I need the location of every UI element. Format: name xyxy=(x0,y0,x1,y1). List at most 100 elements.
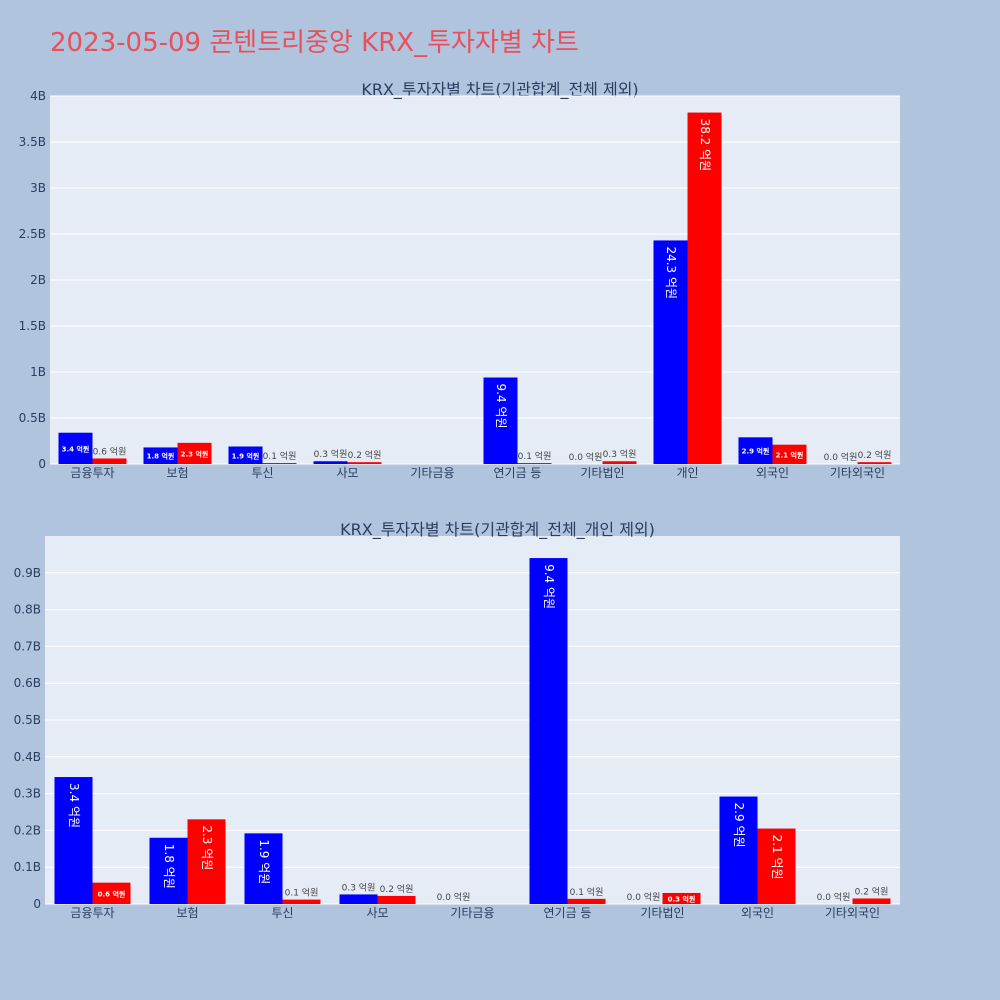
chart-1: KRX_투자자별 차트(기관합계_전체 제외) 0 0.5B 1B 1.5B 2B 2.5B… xyxy=(19,80,900,480)
y-tick-label: 0.9B xyxy=(14,566,41,580)
y-tick-label: 3.5B xyxy=(19,135,46,149)
data-label: 0.0 억원 xyxy=(817,891,851,903)
data-label: 2.1 억원 xyxy=(770,835,784,880)
y-tick-label: 0 xyxy=(33,897,41,911)
x-tick-label: 개인 xyxy=(676,466,698,480)
chart-title: KRX_투자자별 차트(기관합계_전체 제외) xyxy=(361,80,638,100)
data-label: 0.1 억원 xyxy=(518,450,552,462)
data-label: 0.3 억원 xyxy=(342,881,376,893)
x-tick-label: 기타금융 xyxy=(450,906,494,920)
x-tick-label: 기타외국인 xyxy=(825,906,880,920)
x-tick-label: 외국인 xyxy=(756,466,789,480)
bar xyxy=(529,558,568,904)
bar xyxy=(143,447,178,464)
x-tick-label: 투신 xyxy=(271,906,293,920)
chart-title: KRX_투자자별 차트(기관합계_전체_개인 제외) xyxy=(340,520,655,540)
y-tick-label: 1.5B xyxy=(19,319,46,333)
data-label: 0.3 억원 xyxy=(668,894,696,903)
bar xyxy=(177,442,212,464)
x-tick-label: 사모 xyxy=(366,906,388,920)
data-label: 1.9 억원 xyxy=(232,451,260,460)
bar xyxy=(92,882,131,904)
y-tick-label: 0 xyxy=(38,457,46,471)
bar xyxy=(738,437,773,464)
bar xyxy=(92,458,127,464)
data-label: 0.1 억원 xyxy=(285,887,319,899)
bar xyxy=(282,899,321,904)
bar xyxy=(852,898,891,904)
x-tick-label: 금융투자 xyxy=(70,906,114,920)
data-label: 2.3 억원 xyxy=(181,449,209,458)
page-title: 2023-05-09 콘텐트리중앙 KRX_투자자별 차트 xyxy=(50,28,579,58)
x-tick-label: 기타법인 xyxy=(580,466,624,480)
y-tick-label: 0.1B xyxy=(14,860,41,874)
x-tick-label: 연기금 등 xyxy=(494,466,542,480)
data-label: 1.8 억원 xyxy=(162,844,176,889)
bar xyxy=(377,895,416,904)
bar xyxy=(567,898,606,904)
bar xyxy=(187,819,226,904)
bar xyxy=(347,462,382,464)
y-tick-label: 0.7B xyxy=(14,639,41,653)
data-label: 38.2 억원 xyxy=(698,119,712,172)
y-tick-label: 2B xyxy=(30,273,46,287)
x-tick-label: 사모 xyxy=(336,466,358,480)
bar xyxy=(772,444,807,464)
data-label: 2.3 억원 xyxy=(200,825,214,870)
y-tick-label: 1B xyxy=(30,365,46,379)
y-tick-label: 0.5B xyxy=(14,713,41,727)
bar xyxy=(483,377,518,464)
y-tick-label: 0.6B xyxy=(14,676,41,690)
bar xyxy=(653,240,688,464)
data-label: 0.1 억원 xyxy=(570,886,604,898)
data-label: 1.9 억원 xyxy=(257,839,271,884)
bar xyxy=(662,892,701,904)
bar xyxy=(687,112,722,464)
bar xyxy=(602,461,637,464)
data-label: 9.4 억원 xyxy=(542,564,556,609)
y-tick-label: 0.8B xyxy=(14,603,41,617)
x-tick-label: 보험 xyxy=(166,466,188,480)
data-label: 3.4 억원 xyxy=(62,444,90,453)
data-label: 3.4 억원 xyxy=(67,783,81,828)
bar xyxy=(857,462,892,464)
data-label: 0.6 억원 xyxy=(93,445,127,457)
bar xyxy=(517,463,552,464)
data-label: 9.4 억원 xyxy=(494,384,508,429)
data-label: 0.2 억원 xyxy=(348,449,382,461)
data-label: 0.2 억원 xyxy=(858,449,892,461)
bar xyxy=(54,777,93,904)
x-tick-label: 연기금 등 xyxy=(544,906,592,920)
x-tick-label: 기타법인 xyxy=(640,906,684,920)
bar xyxy=(719,796,758,904)
data-label: 0.6 억원 xyxy=(98,889,126,898)
data-label: 24.3 억원 xyxy=(664,246,678,299)
bar xyxy=(262,463,297,464)
data-label: 0.0 억원 xyxy=(627,891,661,903)
data-label: 0.0 억원 xyxy=(437,891,471,903)
x-tick-label: 금융투자 xyxy=(70,466,114,480)
data-label: 2.9 억원 xyxy=(742,447,770,456)
y-tick-label: 4B xyxy=(30,89,46,103)
bar xyxy=(149,837,188,904)
bar xyxy=(58,432,93,464)
y-tick-label: 0.5B xyxy=(19,411,46,425)
y-tick-label: 0.2B xyxy=(14,823,41,837)
bar xyxy=(313,461,348,464)
x-tick-label: 투신 xyxy=(251,466,273,480)
bar xyxy=(244,833,283,904)
data-label: 2.9 억원 xyxy=(732,803,746,848)
data-label: 0.2 억원 xyxy=(380,883,414,895)
bar xyxy=(339,894,378,904)
bar xyxy=(228,446,263,464)
y-tick-label: 0.3B xyxy=(14,787,41,801)
y-tick-label: 3B xyxy=(30,181,46,195)
data-label: 1.8 억원 xyxy=(147,452,175,461)
bar xyxy=(757,828,796,904)
y-tick-label: 0.4B xyxy=(14,750,41,764)
data-label: 0.1 억원 xyxy=(263,450,297,462)
data-label: 0.2 억원 xyxy=(855,885,889,897)
x-tick-label: 기타금융 xyxy=(410,466,454,480)
data-label: 0.0 억원 xyxy=(569,451,603,463)
